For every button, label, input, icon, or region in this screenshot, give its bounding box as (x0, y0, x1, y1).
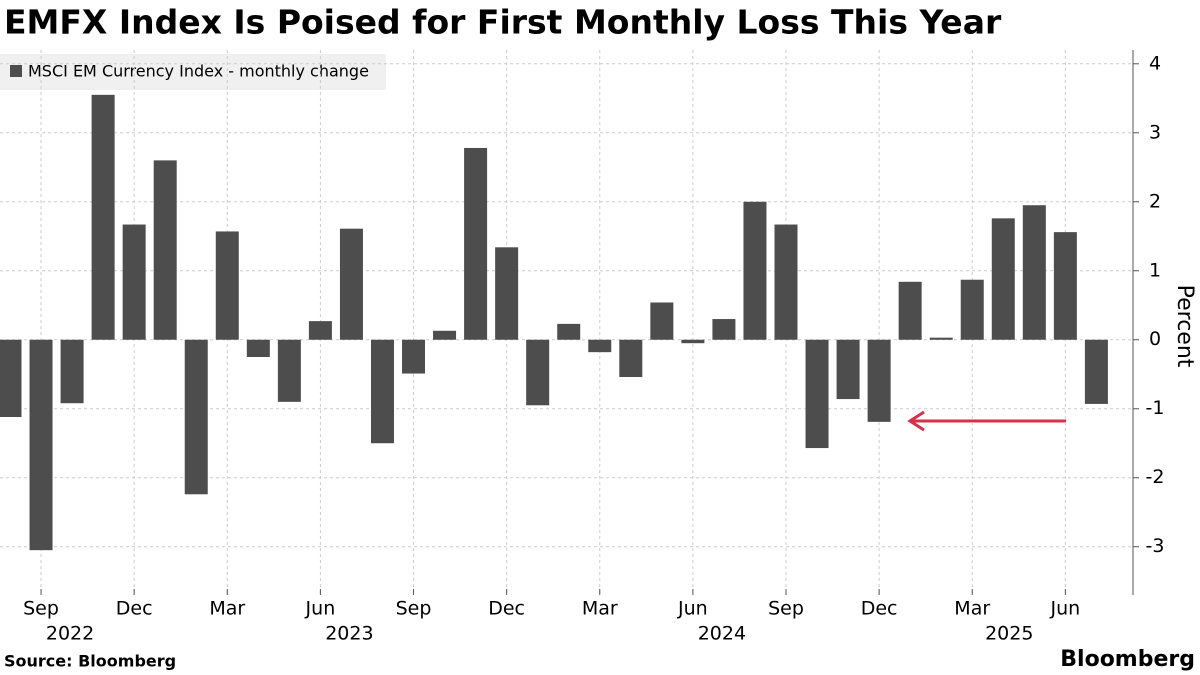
y-tick-label: 2 (1149, 190, 1161, 212)
x-tick-label: Dec (116, 598, 153, 620)
bar (557, 323, 581, 340)
x-year-label: 2023 (325, 623, 373, 645)
bar (91, 94, 115, 340)
bar (60, 339, 84, 404)
bar (1022, 205, 1046, 340)
y-tick-label: 0 (1149, 328, 1161, 350)
x-tick-label: Dec (488, 598, 525, 620)
bar (433, 330, 457, 340)
y-axis-label: Percent (1172, 285, 1197, 368)
bar (0, 339, 22, 418)
bar (743, 201, 767, 340)
bar (929, 337, 953, 340)
bar (308, 321, 332, 340)
x-tick-label: Jun (305, 598, 336, 620)
legend-label: MSCI EM Currency Index - monthly change (28, 62, 369, 81)
bar (122, 224, 146, 340)
x-tick-label: Jun (677, 598, 708, 620)
bar (153, 160, 177, 340)
source: Source: Bloomberg (4, 652, 176, 671)
bar (836, 339, 860, 400)
x-year-label: 2024 (698, 623, 746, 645)
y-tick-label: 1 (1149, 259, 1161, 281)
x-year-label: 2025 (985, 623, 1033, 645)
bar (588, 339, 612, 353)
bar (898, 281, 922, 340)
bar (650, 302, 674, 340)
bar (619, 339, 643, 377)
bar (464, 147, 488, 340)
bar (402, 339, 426, 374)
bar (526, 339, 550, 406)
x-tick-label: Dec (861, 598, 898, 620)
y-tick-label: -1 (1146, 397, 1165, 419)
bar (805, 339, 829, 449)
x-tick-label: Sep (23, 598, 59, 620)
y-tick-label: -2 (1146, 466, 1165, 488)
y-tick-label: 4 (1149, 52, 1161, 74)
bar (712, 319, 736, 340)
bar (774, 224, 798, 340)
bar (991, 218, 1015, 340)
x-tick-label: Jun (1050, 598, 1081, 620)
chart-title: EMFX Index Is Poised for First Monthly L… (4, 3, 1002, 42)
brand: Bloomberg (1060, 647, 1195, 672)
bar (960, 279, 984, 340)
x-year-label: 2022 (46, 623, 94, 645)
bar (184, 339, 208, 495)
x-tick-label: Sep (768, 598, 804, 620)
bar (370, 339, 394, 444)
bar (1084, 339, 1108, 404)
bar (215, 231, 239, 340)
bar (867, 339, 891, 422)
bar (495, 247, 519, 340)
bar (681, 339, 705, 344)
legend-swatch (10, 65, 22, 77)
bar (29, 339, 53, 551)
bar (1053, 232, 1077, 340)
x-tick-label: Mar (954, 598, 990, 620)
y-tick-label: 3 (1149, 121, 1161, 143)
y-tick-label: -3 (1146, 535, 1165, 557)
annotation-arrowhead (907, 410, 925, 432)
bar (277, 339, 301, 402)
x-tick-label: Mar (582, 598, 618, 620)
bar (339, 228, 363, 340)
x-tick-label: Mar (209, 598, 245, 620)
legend (0, 54, 386, 90)
bar (246, 339, 270, 357)
x-tick-label: Sep (396, 598, 432, 620)
